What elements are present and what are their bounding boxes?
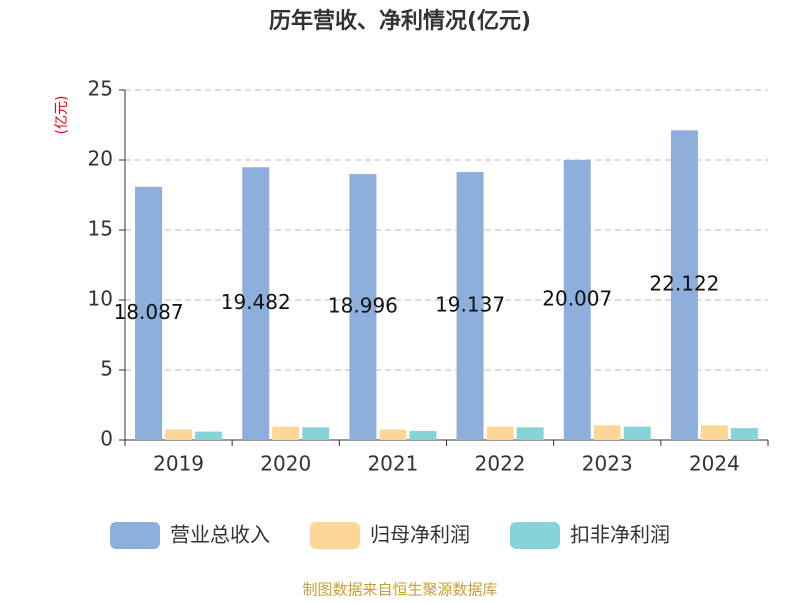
- bar: [593, 425, 621, 440]
- x-tick-label: 2021: [367, 452, 418, 476]
- legend-label: 营业总收入: [170, 523, 270, 547]
- bar: [349, 174, 377, 440]
- legend-swatch: [110, 522, 160, 549]
- data-label: 20.007: [542, 286, 612, 310]
- legend-swatch: [310, 522, 360, 549]
- y-tick-label: 0: [100, 427, 113, 451]
- bar: [195, 431, 223, 440]
- source-note: 制图数据来自恒生聚源数据库: [302, 581, 497, 599]
- bar: [135, 186, 163, 440]
- legend-label: 扣非净利润: [570, 523, 670, 547]
- x-tick-label: 2023: [582, 452, 633, 476]
- bar: [302, 427, 330, 440]
- x-tick-label: 2019: [153, 452, 204, 476]
- legend-label: 归母净利润: [370, 523, 470, 547]
- y-tick-label: 5: [100, 357, 113, 381]
- bar: [486, 426, 514, 440]
- bar: [242, 167, 270, 440]
- y-tick-label: 20: [88, 147, 113, 171]
- y-tick-label: 10: [88, 287, 113, 311]
- bar: [409, 430, 437, 440]
- x-tick-label: 2020: [260, 452, 311, 476]
- data-label: 22.122: [649, 272, 719, 296]
- bar: [670, 130, 698, 441]
- x-tick-label: 2024: [689, 452, 740, 476]
- y-tick-label: 15: [88, 217, 113, 241]
- bar: [700, 425, 728, 440]
- data-label: 18.087: [114, 300, 184, 324]
- legend-swatch: [510, 522, 560, 549]
- bar: [730, 428, 758, 440]
- data-label: 18.996: [328, 294, 398, 318]
- bar: [272, 426, 300, 440]
- y-axis-label: (亿元): [54, 96, 70, 135]
- data-label: 19.137: [435, 293, 505, 317]
- bar: [516, 427, 544, 440]
- bar: [379, 429, 407, 440]
- bar: [165, 429, 193, 440]
- y-tick-label: 25: [88, 77, 113, 101]
- chart-title: 历年营收、净利情况(亿元): [269, 8, 531, 34]
- bar: [456, 172, 484, 440]
- x-tick-label: 2022: [475, 452, 526, 476]
- data-label: 19.482: [221, 290, 291, 314]
- bar: [563, 159, 591, 441]
- bar: [623, 426, 651, 440]
